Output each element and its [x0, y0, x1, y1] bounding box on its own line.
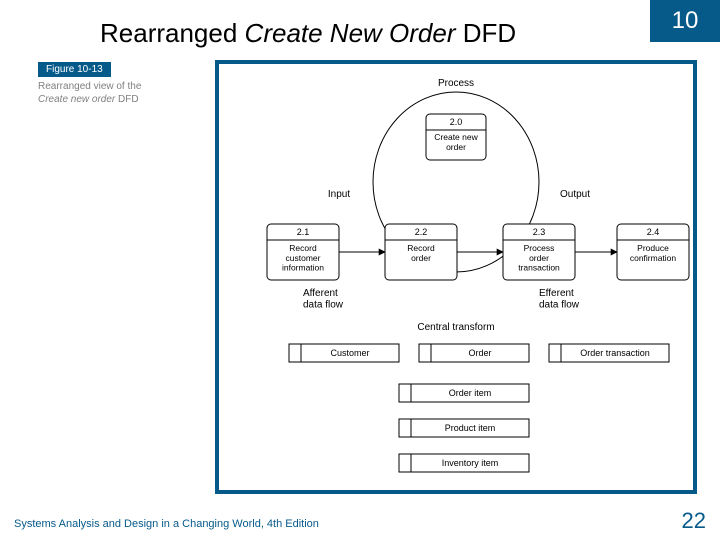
svg-text:Efferentdata flow: Efferentdata flow — [539, 288, 580, 311]
svg-text:Process: Process — [438, 78, 474, 89]
svg-text:Afferentdata flow: Afferentdata flow — [303, 288, 344, 311]
slide-title: Rearranged Create New Order DFD — [100, 18, 516, 49]
dfd-diagram: 2.0Create neworder2.1Recordcustomerinfor… — [219, 64, 693, 490]
svg-text:Product item: Product item — [445, 423, 496, 433]
svg-text:2.4: 2.4 — [647, 227, 660, 237]
chapter-badge: 10 — [650, 0, 720, 42]
title-italic: Create New Order — [245, 18, 456, 48]
svg-text:2.2: 2.2 — [415, 227, 428, 237]
slide: 10 Rearranged Create New Order DFD Figur… — [0, 0, 720, 540]
svg-text:Recordorder: Recordorder — [407, 243, 435, 263]
title-suffix: DFD — [456, 18, 517, 48]
svg-text:Output: Output — [560, 189, 590, 200]
svg-text:2.1: 2.1 — [297, 227, 310, 237]
svg-text:2.3: 2.3 — [533, 227, 546, 237]
figure-label: Figure 10-13 — [38, 62, 111, 77]
figure-caption: Rearranged view of the Create new order … — [38, 80, 198, 106]
diagram-frame: 2.0Create neworder2.1Recordcustomerinfor… — [215, 60, 697, 494]
svg-text:Customer: Customer — [330, 348, 369, 358]
svg-text:Order item: Order item — [449, 388, 492, 398]
caption-italic: Create new order — [38, 94, 115, 105]
svg-text:Order: Order — [468, 348, 491, 358]
caption-suffix: DFD — [115, 94, 138, 105]
title-prefix: Rearranged — [100, 18, 245, 48]
svg-text:Inventory item: Inventory item — [442, 458, 499, 468]
svg-text:Input: Input — [328, 189, 350, 200]
svg-text:Central transform: Central transform — [417, 322, 494, 333]
page-number: 22 — [682, 508, 706, 534]
svg-text:2.0: 2.0 — [450, 117, 463, 127]
svg-text:Order transaction: Order transaction — [580, 348, 650, 358]
caption-line1: Rearranged view of the — [38, 81, 141, 92]
footer-text: Systems Analysis and Design in a Changin… — [14, 518, 319, 530]
